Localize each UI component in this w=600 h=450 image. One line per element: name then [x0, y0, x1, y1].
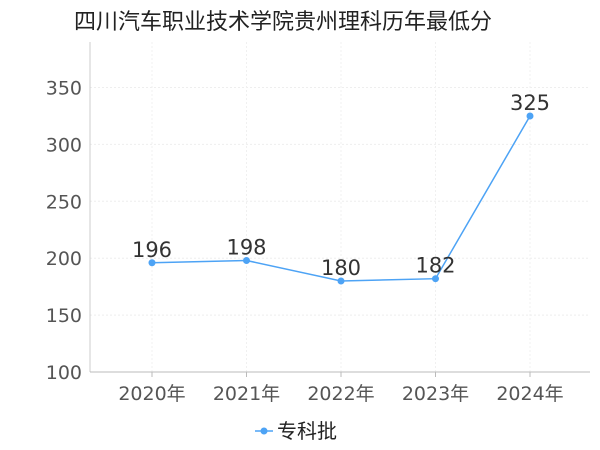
data-label: 196 [132, 238, 172, 262]
legend-layer: 专科批 [255, 419, 337, 443]
chart-title: 四川汽车职业技术学院贵州理科历年最低分 [74, 10, 493, 35]
x-tick-label: 2020年 [118, 383, 185, 405]
data-label: 325 [510, 91, 550, 115]
y-tick-label: 300 [46, 134, 82, 156]
data-label: 198 [226, 235, 266, 259]
series-layer [148, 112, 534, 285]
axis-layer: 100 150 200 250 300 350 2020年 2021年 2022年 2023年 20… [46, 42, 590, 405]
legend-label[interactable]: 专科批 [277, 419, 337, 443]
y-tick-label: 150 [46, 305, 82, 327]
data-label: 182 [415, 254, 455, 278]
y-tick-label: 350 [46, 78, 82, 100]
y-tick-label: 100 [46, 362, 82, 384]
y-tick-label: 200 [46, 248, 82, 270]
data-point[interactable] [526, 112, 534, 120]
x-tick-label: 2021年 [213, 383, 280, 405]
label-layer: 196 198 180 182 325 [132, 91, 550, 280]
data-point[interactable] [432, 275, 439, 283]
grid-layer [90, 42, 590, 372]
x-tick-label: 2023年 [402, 383, 469, 405]
x-tick-label: 2024年 [496, 383, 563, 405]
y-tick-label: 250 [46, 191, 82, 213]
data-point[interactable] [337, 277, 345, 285]
data-point[interactable] [243, 256, 250, 264]
data-label: 180 [321, 256, 361, 280]
legend-marker-icon [260, 427, 268, 435]
x-tick-label: 2022年 [307, 383, 374, 405]
data-point[interactable] [148, 259, 156, 267]
